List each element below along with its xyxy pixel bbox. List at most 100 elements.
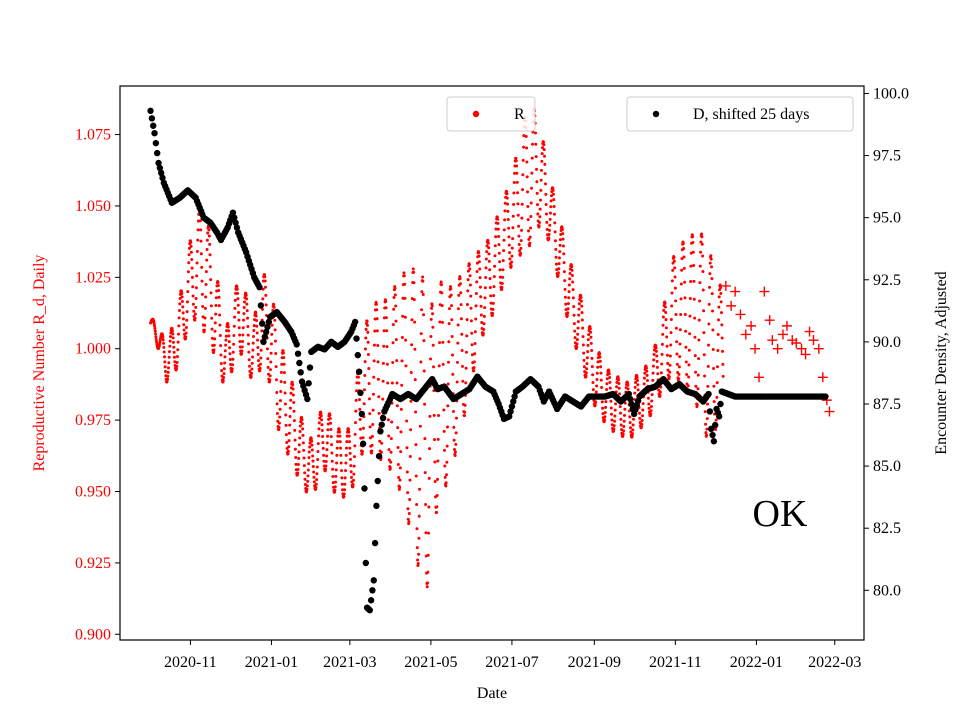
r-point — [720, 311, 724, 315]
r-point — [704, 431, 708, 435]
r-point — [292, 419, 296, 423]
r-point — [284, 433, 288, 437]
r-point — [425, 585, 429, 589]
y-right-tick-label: 90.0 — [873, 334, 901, 351]
r-point — [315, 472, 319, 476]
r-point — [480, 321, 484, 325]
r-point — [496, 221, 500, 225]
r-point — [166, 366, 170, 370]
r-point — [674, 312, 678, 316]
r-point — [240, 352, 244, 356]
r-point — [670, 291, 674, 295]
r-point — [387, 458, 391, 462]
r-point — [603, 411, 607, 415]
r-point — [372, 343, 376, 347]
r-point — [314, 485, 318, 489]
r-point — [721, 349, 725, 353]
r-point — [399, 450, 403, 454]
r-point — [560, 228, 564, 232]
r-point — [191, 302, 195, 306]
r-point — [661, 315, 665, 319]
r-point — [175, 364, 179, 368]
r-point — [527, 229, 531, 233]
r-point — [409, 370, 413, 374]
r-point — [281, 349, 285, 353]
r-point — [194, 305, 198, 309]
r-point — [181, 311, 185, 315]
r-point — [171, 332, 175, 336]
r-point — [489, 301, 493, 305]
r-point — [486, 239, 490, 243]
r-point — [322, 459, 326, 463]
d-point — [256, 284, 263, 291]
r-point — [189, 241, 193, 245]
r-point — [413, 378, 417, 382]
r-point — [706, 384, 710, 388]
r-point — [633, 381, 637, 385]
r-cross-point — [781, 320, 792, 331]
r-point — [297, 450, 301, 454]
r-point — [415, 546, 419, 550]
r-point — [447, 340, 451, 344]
r-point — [250, 361, 254, 365]
r-point — [438, 320, 442, 324]
r-point — [415, 502, 419, 506]
r-point — [325, 448, 329, 452]
r-point — [279, 370, 283, 374]
r-point — [479, 295, 483, 299]
r-point — [474, 291, 478, 295]
r-point — [297, 443, 301, 447]
r-point — [339, 453, 343, 457]
r-cross-point — [767, 335, 778, 346]
r-point — [193, 316, 197, 320]
r-point — [702, 331, 706, 335]
r-point — [687, 363, 691, 367]
r-point — [436, 459, 440, 463]
r-point — [573, 336, 577, 340]
r-point — [454, 416, 458, 420]
r-point — [530, 156, 534, 160]
r-point — [510, 246, 514, 250]
r-point — [371, 422, 375, 426]
r-point — [417, 536, 421, 540]
r-point — [672, 259, 676, 263]
r-point — [203, 316, 207, 320]
r-point — [440, 304, 444, 308]
r-point — [228, 358, 232, 362]
r-point — [470, 353, 474, 357]
r-point — [679, 297, 683, 301]
r-point — [700, 235, 704, 239]
r-point — [362, 388, 366, 392]
r-point — [334, 480, 338, 484]
r-point — [384, 306, 388, 310]
r-point — [673, 266, 677, 270]
r-point — [704, 422, 708, 426]
r-point — [598, 355, 602, 359]
r-point — [548, 223, 552, 227]
r-point — [228, 352, 232, 356]
r-point — [212, 343, 216, 347]
r-point — [482, 322, 486, 326]
r-point — [376, 360, 380, 364]
y-axis-right: 80.0 82.5 85.0 87.5 90.0 92.5 95.0 97.5 100.0 — [864, 85, 909, 599]
r-point — [428, 447, 432, 451]
r-point — [322, 453, 326, 457]
d-point — [154, 149, 161, 157]
r-point — [529, 226, 533, 230]
r-point — [286, 449, 290, 453]
r-point — [311, 459, 315, 463]
r-point — [528, 241, 532, 245]
r-point — [396, 446, 400, 450]
r-point — [511, 237, 515, 241]
r-point — [431, 343, 435, 347]
r-point — [273, 328, 277, 332]
r-point — [511, 214, 515, 218]
d-point — [374, 477, 381, 485]
d-point — [369, 587, 376, 594]
r-point — [521, 158, 525, 162]
r-point — [687, 375, 691, 379]
r-point — [540, 152, 544, 156]
r-point — [354, 389, 358, 393]
r-point — [443, 464, 447, 468]
r-point — [675, 340, 679, 344]
